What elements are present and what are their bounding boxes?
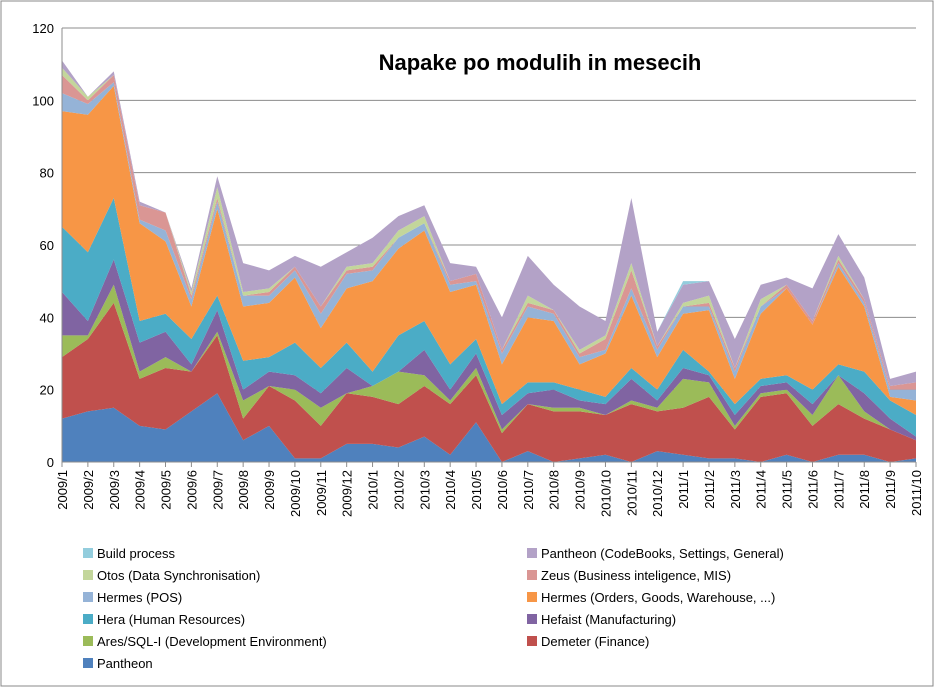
x-tick-label: 2009/1 — [55, 470, 70, 510]
area — [62, 393, 916, 462]
y-tick-label: 60 — [40, 238, 54, 253]
x-tick-label: 2010/1 — [366, 470, 381, 510]
x-tick-label: 2009/8 — [236, 470, 251, 510]
x-tick-label: 2010/12 — [650, 470, 665, 517]
x-tick-label: 2011/10 — [909, 470, 924, 516]
y-tick-label: 80 — [40, 166, 54, 181]
legend-label: Pantheon — [97, 656, 153, 671]
legend-swatch — [83, 548, 93, 558]
x-tick-label: 2009/5 — [159, 470, 174, 510]
legend-label: Hermes (Orders, Goods, Warehouse, ...) — [541, 590, 775, 605]
x-tick-label: 2010/7 — [521, 470, 536, 510]
y-tick-label: 100 — [32, 93, 54, 108]
legend-label: Pantheon (CodeBooks, Settings, General) — [541, 546, 784, 561]
x-tick-label: 2010/6 — [495, 470, 510, 510]
x-tick-label: 2011/4 — [754, 470, 769, 509]
y-tick-label: 0 — [47, 455, 54, 470]
legend-swatch — [527, 570, 537, 580]
x-tick-label: 2009/6 — [184, 470, 199, 510]
chart-title: Napake po modulih in mesecih — [379, 50, 702, 75]
x-tick-label: 2010/5 — [469, 470, 484, 510]
x-tick-label: 2010/10 — [598, 470, 613, 517]
x-tick-label: 2011/6 — [805, 470, 820, 509]
legend-label: Hefaist (Manufacturing) — [541, 612, 676, 627]
y-tick-label: 20 — [40, 383, 54, 398]
area — [62, 302, 916, 462]
x-tick-label: 2009/3 — [107, 470, 122, 510]
legend-label: Demeter (Finance) — [541, 634, 649, 649]
legend-swatch — [527, 636, 537, 646]
legend-swatch — [527, 592, 537, 602]
legend-label: Hermes (POS) — [97, 590, 182, 605]
x-tick-label: 2011/1 — [676, 470, 691, 509]
x-tick-label: 2009/7 — [210, 470, 225, 510]
x-tick-label: 2010/9 — [573, 470, 588, 510]
x-tick-label: 2011/8 — [857, 470, 872, 509]
x-tick-label: 2010/2 — [391, 470, 406, 510]
legend-label: Zeus (Business inteligence, MIS) — [541, 568, 731, 583]
x-tick-label: 2010/3 — [417, 470, 432, 510]
x-tick-label: 2011/5 — [780, 470, 795, 509]
legend-swatch — [83, 636, 93, 646]
x-tick-label: 2011/7 — [831, 470, 846, 509]
y-tick-label: 120 — [32, 21, 54, 36]
x-tick-label: 2009/9 — [262, 470, 277, 510]
x-tick-label: 2009/2 — [81, 470, 96, 510]
legend-swatch — [527, 548, 537, 558]
legend-swatch — [527, 614, 537, 624]
x-tick-label: 2009/12 — [340, 470, 355, 517]
legend-label: Hera (Human Resources) — [97, 612, 245, 627]
x-tick-label: 2009/10 — [288, 470, 303, 517]
area — [62, 85, 916, 415]
x-tick-label: 2011/3 — [728, 470, 743, 509]
x-tick-label: 2010/4 — [443, 470, 458, 510]
x-tick-label: 2009/11 — [314, 470, 329, 516]
x-tick-label: 2009/4 — [133, 470, 148, 510]
legend-swatch — [83, 592, 93, 602]
x-tick-label: 2010/11 — [624, 470, 639, 516]
legend-label: Build process — [97, 546, 176, 561]
x-tick-label: 2011/2 — [702, 470, 717, 509]
legend-swatch — [83, 570, 93, 580]
legend-label: Ares/SQL-I (Development Environment) — [97, 634, 327, 649]
legend-swatch — [83, 658, 93, 668]
y-tick-label: 40 — [40, 310, 54, 325]
x-tick-label: 2011/9 — [883, 470, 898, 509]
legend-swatch — [83, 614, 93, 624]
legend-label: Otos (Data Synchronisation) — [97, 568, 260, 583]
x-tick-label: 2010/8 — [547, 470, 562, 510]
